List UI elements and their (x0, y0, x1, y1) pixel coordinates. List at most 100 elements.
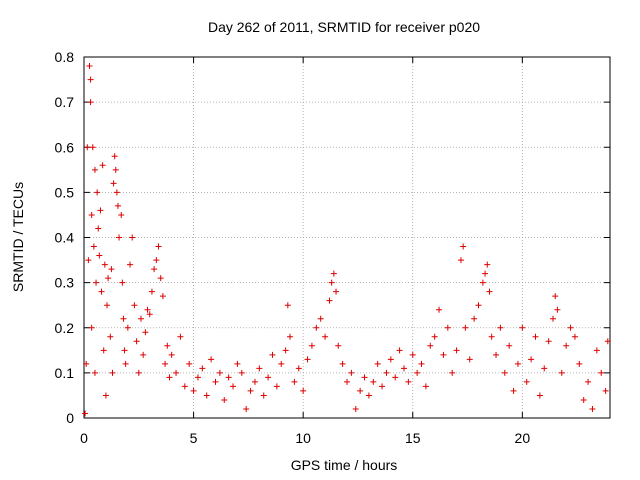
data-point (593, 347, 600, 354)
data-point (563, 342, 570, 349)
data-point (282, 347, 289, 354)
data-point (589, 405, 596, 412)
data-point (82, 410, 89, 417)
data-point (536, 392, 543, 399)
data-point (514, 360, 521, 367)
y-axis-label: SRMTID / TECUs (10, 181, 26, 293)
data-point (181, 383, 188, 390)
data-point (510, 387, 517, 394)
data-point (604, 338, 611, 345)
data-point (545, 338, 552, 345)
data-point (396, 347, 403, 354)
data-point (144, 306, 151, 313)
data-point (322, 333, 329, 340)
y-tick-label: 0.7 (55, 94, 75, 110)
data-point (87, 99, 94, 106)
y-tick-label: 0.3 (55, 275, 75, 291)
data-point (357, 387, 364, 394)
data-point (86, 63, 93, 70)
data-point (523, 378, 530, 385)
data-point (251, 378, 258, 385)
data-point (105, 275, 112, 282)
data-point (256, 365, 263, 372)
data-point (212, 378, 219, 385)
data-point (159, 293, 166, 300)
data-point (405, 378, 412, 385)
data-point (114, 202, 121, 209)
data-point (486, 288, 493, 295)
data-point (91, 166, 98, 173)
data-point (449, 369, 456, 376)
data-point (541, 365, 548, 372)
x-tick-label: 5 (190, 430, 198, 446)
data-point (457, 257, 464, 264)
data-point (313, 324, 320, 331)
data-point (501, 369, 508, 376)
data-point (234, 360, 241, 367)
data-point (484, 261, 491, 268)
data-point (110, 180, 117, 187)
data-point (109, 369, 116, 376)
data-point (339, 360, 346, 367)
data-point (153, 257, 160, 264)
axis-ticks: 0 0.1 0.2 0.3 0.4 0.5 0.6 0.7 0.8 0 5 10 15 20 (55, 49, 610, 446)
data-point (383, 369, 390, 376)
data-point (479, 279, 486, 286)
data-point (221, 396, 228, 403)
data-point (333, 288, 340, 295)
data-point (121, 347, 128, 354)
data-point (93, 279, 100, 286)
data-point (567, 324, 574, 331)
data-point (554, 306, 561, 313)
data-point (506, 342, 513, 349)
data-point (108, 266, 115, 273)
data-point (118, 211, 125, 218)
data-point (436, 306, 443, 313)
data-point (348, 369, 355, 376)
data-point (87, 76, 94, 83)
data-point (528, 356, 535, 363)
data-point (104, 302, 111, 309)
data-point (137, 315, 144, 322)
data-point (532, 333, 539, 340)
data-point (148, 288, 155, 295)
data-point (374, 360, 381, 367)
data-point (122, 360, 129, 367)
data-point (580, 396, 587, 403)
data-point (111, 153, 118, 160)
data-point (602, 387, 609, 394)
data-point (400, 365, 407, 372)
data-point (300, 387, 307, 394)
data-point (414, 369, 421, 376)
data-point (558, 369, 565, 376)
data-point (216, 369, 223, 376)
data-point (157, 275, 164, 282)
data-point (119, 279, 126, 286)
data-points (82, 63, 611, 417)
data-point (127, 261, 134, 268)
data-point (278, 360, 285, 367)
data-point (576, 360, 583, 367)
data-point (113, 189, 120, 196)
data-point (129, 234, 136, 241)
data-point (88, 211, 95, 218)
data-point (295, 365, 302, 372)
data-point (273, 383, 280, 390)
y-tick-label: 0.5 (55, 184, 75, 200)
data-point (162, 360, 169, 367)
data-point (243, 405, 250, 412)
data-point (497, 324, 504, 331)
data-point (88, 324, 95, 331)
data-point (460, 243, 467, 250)
y-tick-label: 0 (66, 410, 74, 426)
data-point (365, 392, 372, 399)
data-point (91, 369, 98, 376)
data-point (97, 207, 104, 214)
data-point (317, 315, 324, 322)
data-point (519, 324, 526, 331)
data-point (83, 360, 90, 367)
data-point (225, 374, 232, 381)
data-point (379, 383, 386, 390)
data-point (208, 356, 215, 363)
